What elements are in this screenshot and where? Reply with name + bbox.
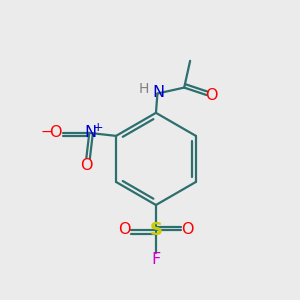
Text: O: O (182, 222, 194, 237)
Text: +: + (92, 121, 103, 134)
Text: O: O (206, 88, 218, 103)
Text: O: O (49, 125, 61, 140)
Text: S: S (149, 221, 162, 239)
Text: N: N (85, 125, 97, 140)
Text: O: O (118, 222, 130, 237)
Text: O: O (80, 158, 93, 173)
Text: F: F (151, 253, 160, 268)
Text: H: H (139, 82, 149, 96)
Text: N: N (153, 85, 165, 100)
Text: −: − (40, 124, 52, 138)
